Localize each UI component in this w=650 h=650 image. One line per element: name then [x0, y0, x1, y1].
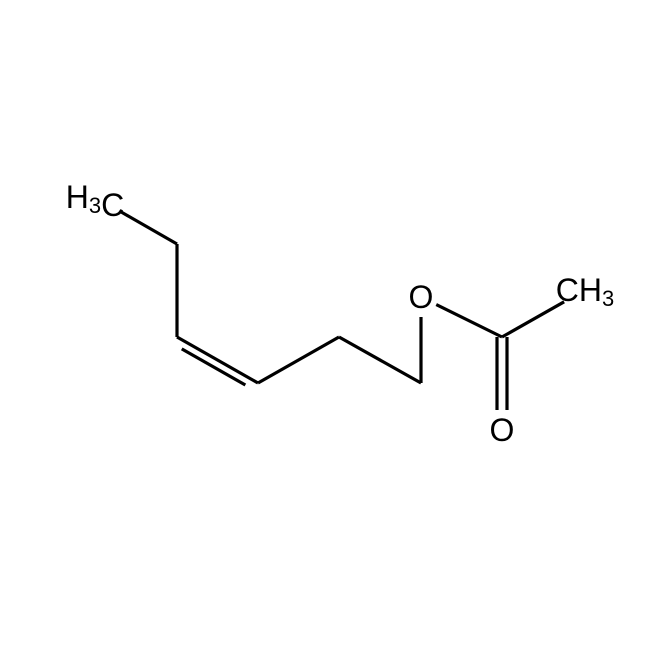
molecule-diagram: H3C O CH3 O [0, 0, 650, 650]
atom-label: H3C [66, 179, 124, 223]
atom-label: O [409, 279, 434, 315]
atom-label: O [490, 412, 515, 448]
atom-label: CH3 [556, 272, 614, 311]
